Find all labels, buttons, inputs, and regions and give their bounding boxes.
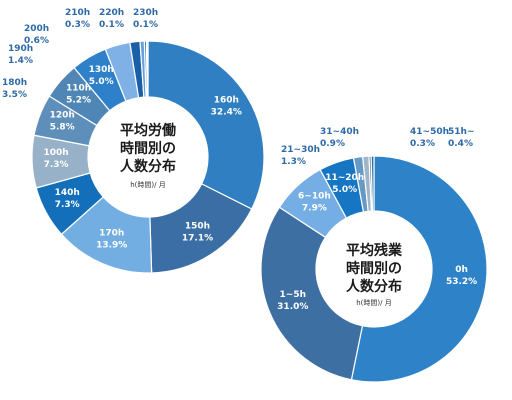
slice-label-percent: 0.4% (448, 139, 473, 149)
slice-label-category: 190h (8, 44, 33, 54)
center-title-line-1: 平均労働 (120, 122, 176, 139)
slice-label-category: 200h (24, 24, 49, 34)
slice-label-category: 1~5h (280, 290, 306, 300)
slice-label-category: 130h (89, 65, 114, 75)
slice-label-percent: 0.3% (65, 20, 90, 30)
donut-center-hole (88, 97, 208, 217)
slice-label-category: 0h (455, 265, 468, 275)
slice-label-percent: 7.9% (302, 203, 327, 213)
slice-label-percent: 5.0% (332, 185, 357, 195)
slice-label-percent: 3.5% (2, 90, 27, 100)
slice-label-category: 51h~ (448, 127, 474, 137)
slice-label-percent: 0.1% (133, 20, 158, 30)
slice-label-category: 120h (50, 111, 75, 121)
slice-label-percent: 5.0% (89, 77, 114, 87)
slice-label-category: 100h (43, 148, 68, 158)
center-unit-label: h(時間)/ 月 (130, 181, 165, 189)
slice-label-percent: 13.9% (96, 241, 127, 251)
slice-label-category: 170h (99, 229, 124, 239)
center-title-line-3: 人数分布 (346, 278, 402, 295)
slice-label-category: 150h (185, 222, 210, 232)
slice-label-percent: 0.6% (24, 36, 49, 46)
slice-label-percent: 17.1% (182, 234, 213, 244)
slice-label-percent: 0.9% (320, 139, 345, 149)
center-title-line-3: 人数分布 (120, 158, 176, 175)
slice-label-percent: 5.2% (66, 96, 91, 106)
center-title-line-2: 時間別の (346, 260, 402, 277)
slice-label-category: 41~50h (410, 127, 449, 137)
slice-label-percent: 0.1% (99, 20, 124, 30)
slice-label-percent: 7.3% (44, 160, 69, 170)
slice-label-category: 31~40h (320, 127, 359, 137)
slice-label-category: 230h (133, 8, 158, 18)
slice-label-percent: 5.8% (50, 123, 75, 133)
slice-label-percent: 0.3% (410, 139, 435, 149)
slice-label-category: 11~20h (325, 173, 364, 183)
slice-label-category: 110h (66, 84, 91, 94)
center-title-line-2: 時間別の (120, 140, 176, 157)
donut-center-hole (316, 211, 432, 327)
slice-label-percent: 31.0% (277, 302, 308, 312)
slice-label-category: 21~30h (281, 145, 320, 155)
slice-label-category: 160h (214, 96, 239, 106)
slice-label-percent: 1.3% (281, 157, 306, 167)
slice-label-category: 6~10h (298, 191, 331, 201)
slice-label-percent: 53.2% (446, 277, 477, 287)
slice-label-percent: 7.3% (55, 200, 80, 210)
slice-label-percent: 32.4% (211, 108, 242, 118)
slice-label-category: 210h (65, 8, 90, 18)
slice-label-category: 180h (2, 78, 27, 88)
center-unit-label: h(時間)/ 月 (356, 299, 391, 307)
slice-label-percent: 1.4% (8, 56, 33, 66)
slice-label-category: 220h (99, 8, 124, 18)
slice-label-category: 140h (55, 188, 80, 198)
center-title-line-1: 平均残業 (346, 242, 403, 259)
